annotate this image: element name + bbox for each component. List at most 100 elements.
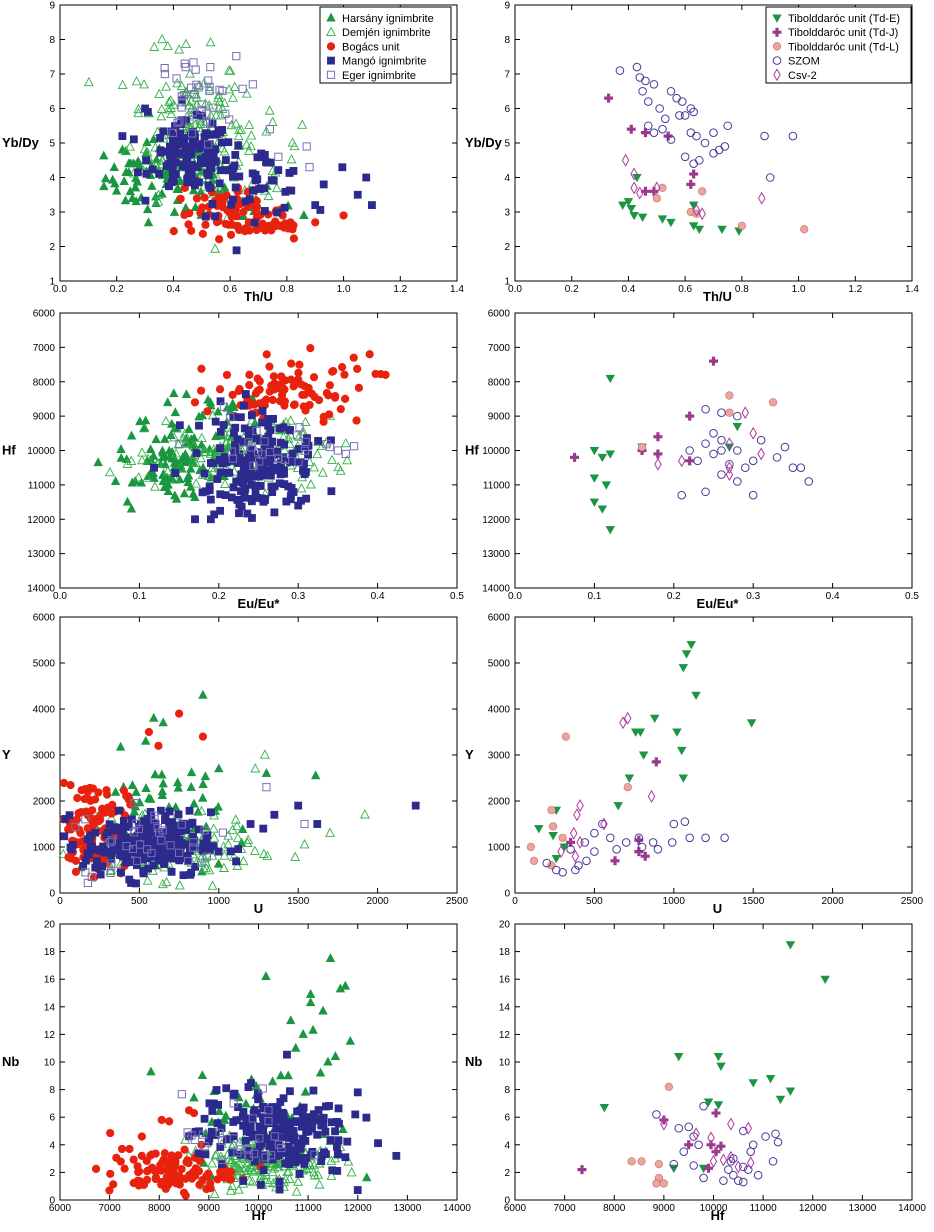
mang-ignimbrite-point — [118, 834, 126, 843]
bog-cs-unit-point — [165, 1117, 174, 1126]
y-tick-label: 8000 — [33, 377, 56, 388]
tibolddar-c-unit-td-l--point — [698, 187, 707, 196]
eger-ignimbrite-point — [177, 1090, 186, 1099]
x-tick-label: 11000 — [295, 1203, 323, 1214]
x-tick-label: 1500 — [742, 896, 765, 907]
bog-cs-unit-point — [341, 394, 350, 403]
legend-label: Tibolddaróc unit (Td-J) — [788, 27, 898, 39]
szom-point — [796, 463, 806, 472]
y-tick-label: 12 — [44, 1030, 56, 1041]
mang-ignimbrite-point — [170, 851, 179, 860]
demj-n-ignimbrite-point — [153, 458, 164, 468]
mang-ignimbrite-point — [65, 811, 74, 820]
demj-n-ignimbrite-point — [186, 95, 197, 105]
mang-ignimbrite-point — [154, 843, 163, 851]
hars-ny-ignimbrite-point — [186, 781, 196, 791]
mang-ignimbrite-point — [241, 390, 250, 398]
szom-point — [761, 1132, 770, 1141]
demj-n-ignimbrite-point — [297, 119, 308, 129]
eger-ignimbrite-point — [233, 1148, 242, 1157]
hars-ny-ignimbrite-point — [141, 783, 151, 792]
mang-ignimbrite-point — [317, 1151, 326, 1160]
demj-n-ignimbrite-point — [249, 845, 260, 855]
demj-n-ignimbrite-point — [268, 1177, 279, 1188]
eger-ignimbrite-point — [107, 836, 117, 845]
y-tick-label: 13000 — [27, 549, 55, 560]
legend-marker — [326, 42, 336, 51]
hars-ny-ignimbrite-point — [157, 769, 167, 779]
demj-n-ignimbrite-point — [207, 462, 218, 472]
y-tick-label: 11000 — [28, 480, 56, 491]
x-tick-label: 0.0 — [508, 591, 522, 602]
mang-ignimbrite-point — [207, 808, 215, 817]
mang-ignimbrite-point — [374, 1139, 382, 1148]
hars-ny-ignimbrite-point — [99, 150, 109, 160]
tibolddar-c-unit-td-l--point — [725, 408, 734, 417]
demj-n-ignimbrite-point — [196, 432, 207, 442]
demj-n-ignimbrite-point — [153, 196, 164, 206]
hars-ny-ignimbrite-point — [211, 431, 221, 441]
y-tick-label: 0 — [504, 889, 510, 900]
eger-ignimbrite-point — [262, 783, 271, 792]
hars-ny-ignimbrite-point — [141, 735, 151, 745]
demj-n-ignimbrite-point — [232, 820, 242, 831]
eger-ignimbrite-point — [122, 841, 131, 851]
demj-n-ignimbrite-point — [230, 814, 241, 824]
demj-n-ignimbrite-point — [157, 878, 168, 889]
mang-ignimbrite-point — [216, 468, 225, 477]
eger-ignimbrite-point — [238, 445, 248, 454]
tibolddar-c-unit-td-l--point — [529, 856, 539, 865]
hars-ny-ignimbrite-point — [126, 503, 137, 513]
mang-ignimbrite-point — [258, 406, 267, 415]
szom-point — [726, 1157, 736, 1166]
mang-ignimbrite-point — [118, 852, 127, 861]
mang-ignimbrite-point — [213, 130, 221, 138]
demj-n-ignimbrite-point — [259, 749, 270, 759]
hars-ny-ignimbrite-point — [173, 782, 183, 792]
demj-n-ignimbrite-point — [271, 182, 282, 193]
mang-ignimbrite-point — [245, 453, 253, 462]
hars-ny-ignimbrite-point — [116, 444, 126, 453]
demj-n-ignimbrite-point — [169, 432, 180, 442]
hars-ny-ignimbrite-point — [189, 1092, 199, 1102]
bog-cs-unit-point — [139, 1180, 149, 1189]
demj-n-ignimbrite-point — [162, 40, 173, 51]
y-tick-label: 10000 — [27, 446, 55, 457]
bog-cs-unit-point — [122, 792, 131, 801]
mang-ignimbrite-point — [314, 1106, 323, 1114]
demj-n-ignimbrite-point — [309, 1170, 320, 1180]
y-tick-label: 7000 — [488, 343, 511, 354]
y-tick-label: 5000 — [488, 659, 511, 670]
x-tick-label: 9000 — [198, 1203, 221, 1214]
demj-n-ignimbrite-point — [124, 141, 135, 151]
szom-point — [655, 104, 664, 113]
hars-ny-ignimbrite-point — [160, 433, 170, 443]
mang-ignimbrite-point — [192, 449, 201, 458]
x-tick-label: 0.4 — [621, 284, 635, 295]
legend-marker — [772, 56, 782, 65]
bog-cs-unit-point — [67, 854, 76, 863]
legend-left: Harsány ignimbrite Demjén ignimbrite Bogác… — [319, 6, 452, 84]
demj-n-ignimbrite-point — [211, 110, 222, 120]
demj-n-ignimbrite-point — [250, 1164, 261, 1174]
legend-marker — [772, 42, 782, 51]
mang-ignimbrite-point — [249, 186, 257, 195]
mang-ignimbrite-point — [224, 166, 233, 175]
demj-n-ignimbrite-point — [139, 143, 150, 154]
eger-ignimbrite-point — [300, 819, 309, 829]
bog-cs-unit-point — [349, 353, 358, 362]
tibolddar-c-unit-td-j--point — [640, 128, 650, 138]
demj-n-ignimbrite-point — [235, 1165, 246, 1176]
bog-cs-unit-point — [198, 732, 208, 741]
demj-n-ignimbrite-point — [209, 1188, 220, 1198]
legend-marker — [772, 27, 782, 37]
bog-cs-unit-point — [222, 370, 232, 380]
tibolddar-c-unit-td-j--point — [663, 131, 673, 141]
mang-ignimbrite-point — [252, 434, 261, 443]
tibolddar-c-unit-td-l--point — [627, 1157, 636, 1166]
eger-ignimbrite-point — [189, 838, 198, 847]
szom-point — [740, 463, 750, 472]
eger-ignimbrite-point — [295, 423, 304, 432]
eger-ignimbrite-point — [177, 103, 186, 112]
eger-ignimbrite-point — [209, 103, 218, 112]
